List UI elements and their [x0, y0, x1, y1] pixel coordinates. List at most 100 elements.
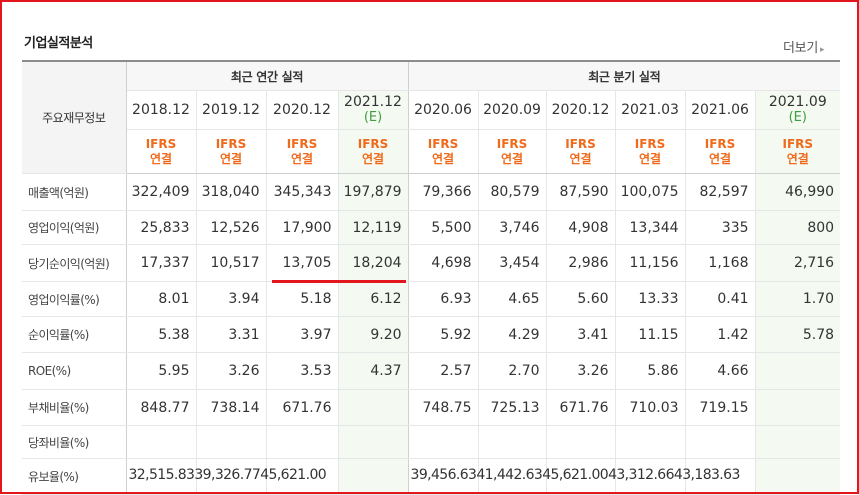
- data-cell: 5.92: [408, 316, 479, 353]
- data-cell: 17,900: [266, 210, 339, 245]
- data-cell: 3.94: [196, 281, 267, 317]
- data-cell: 719.15: [685, 389, 756, 426]
- data-cell: 8.01: [126, 281, 197, 317]
- data-cell: 3.53: [266, 352, 339, 390]
- table-row: 부채비율(%) 848.77 738.14 671.76 748.75 725.13 671…: [22, 389, 841, 426]
- more-link[interactable]: 더보기 ▸: [783, 37, 825, 56]
- data-cell: [338, 458, 409, 495]
- data-cell: 25,833: [126, 210, 197, 245]
- data-cell: 800: [755, 210, 841, 245]
- data-cell: 3.31: [196, 316, 267, 353]
- data-cell: 2,986: [546, 244, 616, 282]
- period-label: 2020.09: [483, 102, 541, 118]
- ifrs-label: IFRS: [565, 136, 596, 151]
- data-cell: 5.86: [615, 352, 686, 390]
- data-cell: 6.93: [408, 281, 479, 317]
- quarter-group-header: 최근 분기 실적: [408, 61, 841, 91]
- data-cell: 2.57: [408, 352, 479, 390]
- data-cell: 4.37: [338, 352, 409, 390]
- data-cell: [408, 425, 479, 459]
- period-header: 2021.09 (E): [755, 90, 841, 130]
- period-label: 2020.12: [273, 102, 331, 118]
- data-cell: 1.42: [685, 316, 756, 353]
- row-label: 당좌비율(%): [22, 425, 127, 459]
- ifrs-header: IFRS 연결: [546, 129, 616, 174]
- data-cell: [338, 389, 409, 426]
- data-cell: 13,705: [266, 244, 339, 282]
- ifrs-label: IFRS: [357, 136, 389, 151]
- table-row: 영업이익(억원) 25,833 12,526 17,900 12,119 5,500 3,7…: [22, 210, 841, 245]
- data-cell: [478, 458, 547, 495]
- data-cell: [478, 425, 547, 459]
- data-cell: 5.60: [546, 281, 616, 317]
- data-cell: 80,579: [478, 173, 547, 211]
- ifrs-header: IFRS 연결: [755, 129, 841, 174]
- data-cell: [755, 352, 841, 390]
- estimate-marker: (E): [788, 110, 807, 125]
- data-cell: 710.03: [615, 389, 686, 426]
- ifrs-header: IFRS 연결: [615, 129, 686, 174]
- consolidated-label: 연결: [500, 151, 524, 166]
- data-cell: 671.76: [266, 389, 339, 426]
- ifrs-header: IFRS 연결: [126, 129, 197, 174]
- ifrs-header: IFRS 연결: [408, 129, 479, 174]
- data-cell: [196, 425, 267, 459]
- data-cell: 1,168: [685, 244, 756, 282]
- data-cell: 725.13: [478, 389, 547, 426]
- period-label: 2019.12: [202, 102, 260, 118]
- ifrs-label: IFRS: [634, 136, 666, 151]
- data-cell: 10,517: [196, 244, 267, 282]
- data-cell: 3.26: [546, 352, 616, 390]
- more-label: 더보기: [783, 41, 818, 56]
- data-cell: 11,156: [615, 244, 686, 282]
- data-cell: 9.20: [338, 316, 409, 353]
- data-cell: 322,409: [126, 173, 197, 211]
- period-label: 2018.12: [132, 102, 190, 118]
- data-cell: 2.70: [478, 352, 547, 390]
- data-cell: [126, 425, 197, 459]
- table-row: 순이익률(%) 5.38 3.31 3.97 9.20 5.92 4.29 3.41 11.15…: [22, 316, 841, 353]
- data-cell: 79,366: [408, 173, 479, 211]
- consolidated-label: 연결: [149, 151, 173, 166]
- consolidated-label: 연결: [431, 151, 455, 166]
- section-title: 기업실적분석: [24, 36, 93, 51]
- period-header: 2021.06: [685, 90, 756, 130]
- ifrs-header: IFRS 연결: [196, 129, 267, 174]
- ifrs-label: IFRS: [286, 136, 318, 151]
- data-cell: 5,500: [408, 210, 479, 245]
- ifrs-label: IFRS: [215, 136, 247, 151]
- period-label: 2021.03: [621, 102, 679, 118]
- data-cell: [266, 425, 339, 459]
- red-underline-annotation: [272, 280, 406, 283]
- data-cell: 87,590: [546, 173, 616, 211]
- period-header: 2021.03: [615, 90, 686, 130]
- annual-overflow-text: 32,515.8339,326.7745,621.00: [128, 467, 327, 483]
- row-label: 순이익률(%): [22, 316, 127, 353]
- period-label: 2021.06: [691, 102, 749, 118]
- data-cell: 5.78: [755, 316, 841, 353]
- data-cell: 4.65: [478, 281, 547, 317]
- data-cell: 738.14: [196, 389, 267, 426]
- period-header: 2021.12 (E): [338, 90, 409, 130]
- data-cell: [338, 425, 409, 459]
- data-cell: 5.95: [126, 352, 197, 390]
- table-row: 당좌비율(%): [22, 425, 841, 459]
- period-header: 2020.06: [408, 90, 479, 130]
- row-label: 유보율(%): [22, 458, 127, 495]
- data-cell: [685, 425, 756, 459]
- period-header: 2019.12: [196, 90, 267, 130]
- period-header: 2020.09: [478, 90, 547, 130]
- table-row: 매출액(억원) 322,409 318,040 345,343 197,879 79,36…: [22, 173, 841, 211]
- data-cell: [755, 425, 841, 459]
- data-cell: [546, 425, 616, 459]
- data-cell: 0.41: [685, 281, 756, 317]
- data-cell: [685, 458, 756, 495]
- data-cell: 318,040: [196, 173, 267, 211]
- data-cell: 335: [685, 210, 756, 245]
- table-row: ROE(%) 5.95 3.26 3.53 4.37 2.57 2.70 3.26 5.86 4.…: [22, 352, 841, 390]
- chevron-right-icon: ▸: [819, 45, 825, 55]
- period-header-row: 2018.12 2019.12 2020.12 2021.12 (E) 2020.06 20…: [22, 90, 841, 130]
- ifrs-label: IFRS: [427, 136, 459, 151]
- data-cell: 6.12: [338, 281, 409, 317]
- data-cell: [755, 458, 841, 495]
